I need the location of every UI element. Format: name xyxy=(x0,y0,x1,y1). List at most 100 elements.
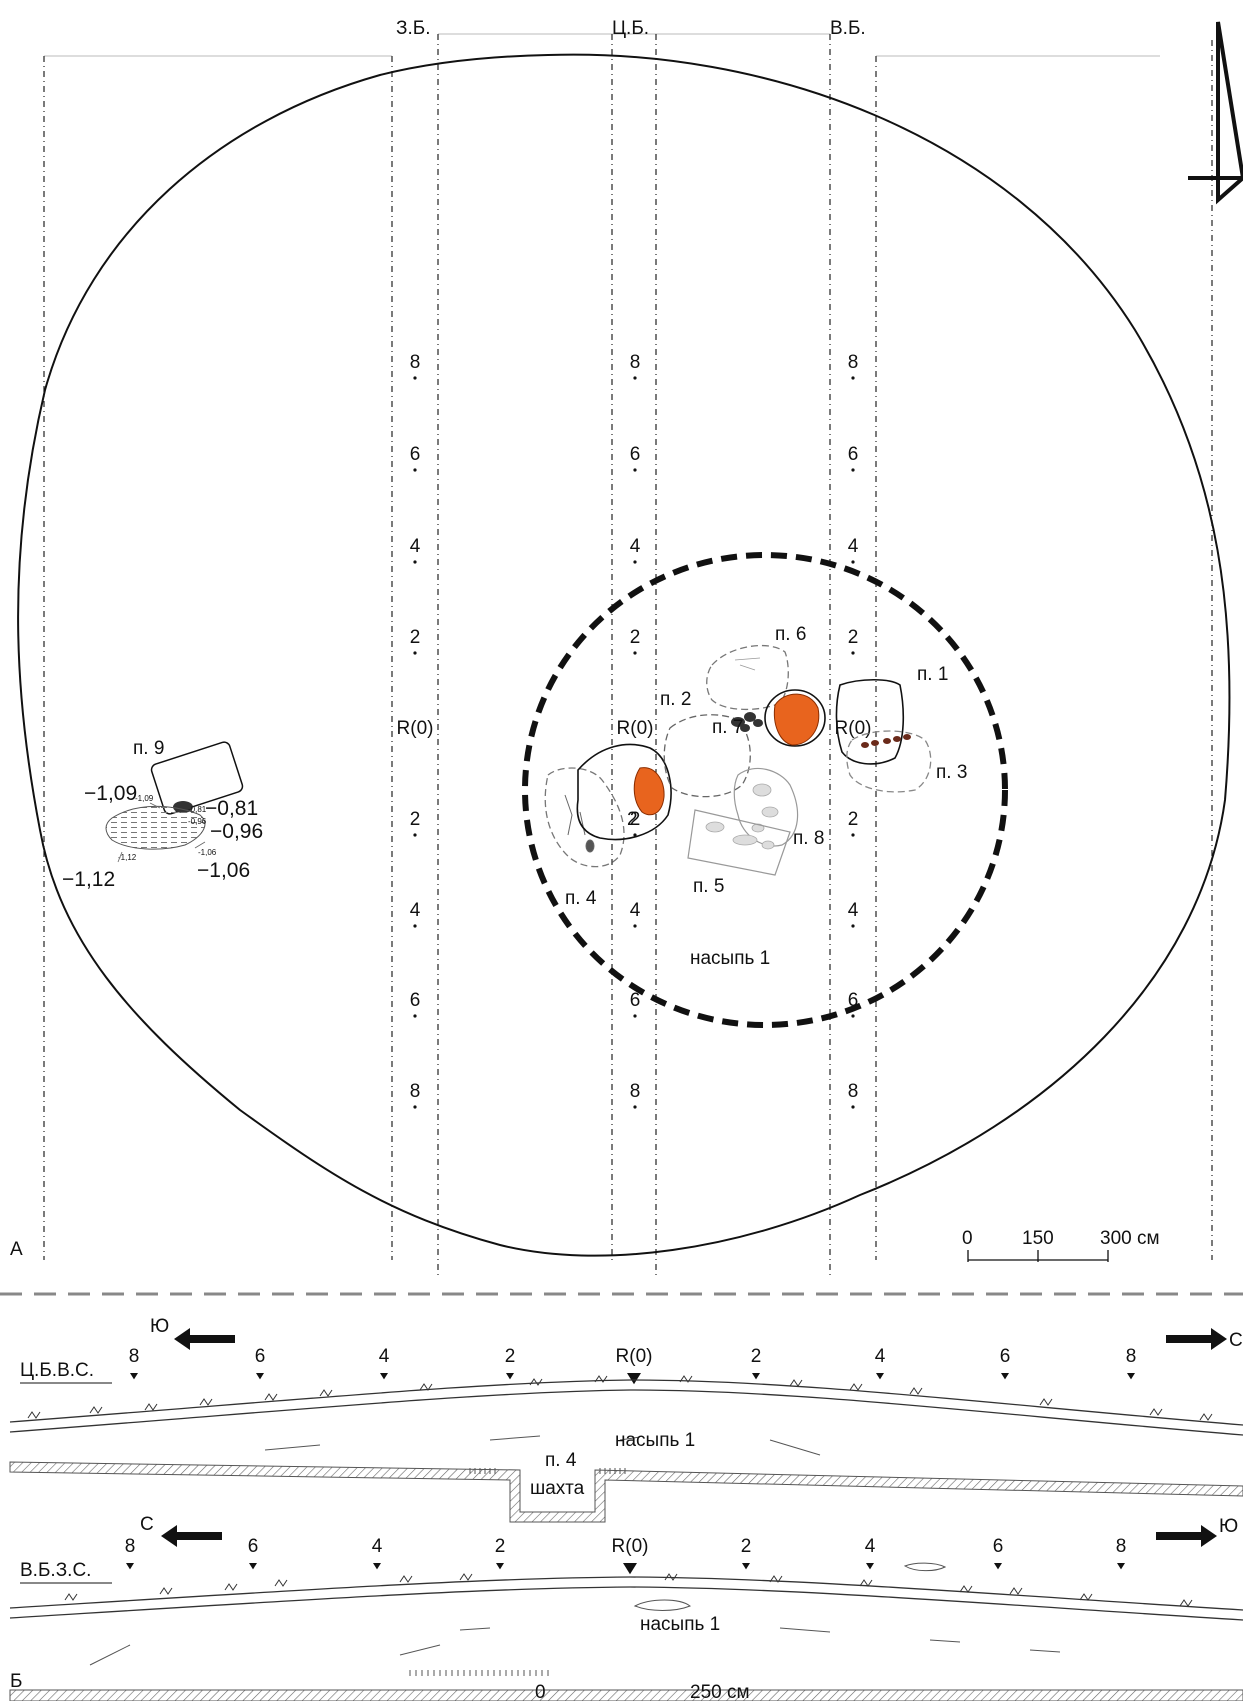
section-1-surface xyxy=(9,1379,1243,1426)
section-1-name: Ц.Б.В.С. xyxy=(20,1360,94,1381)
pit-9-depression xyxy=(105,805,206,850)
plan-tick-center-1: 6 xyxy=(630,444,641,465)
tiny-depth-109: -1,09 xyxy=(135,794,154,803)
plan-tick-east-6: 4 xyxy=(848,900,859,921)
tiny-depth-096: -0,96 xyxy=(188,817,207,826)
pit-1: п. 1 xyxy=(835,664,948,765)
section-2-tick-mark-1 xyxy=(249,1563,257,1570)
pit-2-number: 2 xyxy=(627,809,638,830)
depth-106: −1,06 xyxy=(197,859,250,882)
pit-5-outline xyxy=(687,809,791,876)
section-2-tick-4: R(0) xyxy=(612,1536,649,1557)
section-1-tick-mark-1 xyxy=(256,1373,264,1380)
pit-2-label: п. 2 xyxy=(660,689,691,710)
plan-tick-mark-center-2 xyxy=(633,560,637,564)
section-1-right-arrow: С xyxy=(1166,1328,1243,1351)
section-2-grass xyxy=(64,1573,1193,1607)
plan-tick-mark-east-1 xyxy=(851,468,855,472)
depth-081: −0,81 xyxy=(205,797,258,820)
section-1-right-direction: С xyxy=(1229,1330,1243,1351)
section-1-tick-mark-7 xyxy=(1001,1373,1009,1380)
section-scale: 0 250 см xyxy=(535,1682,750,1701)
pit-2-outline xyxy=(576,743,672,841)
pit-8-label: п. 8 xyxy=(793,828,824,849)
plan-tick-center-6: 4 xyxy=(630,900,641,921)
tiny-depth-112: -1,12 xyxy=(118,853,137,862)
plan-tick-west-7: 6 xyxy=(410,990,421,1011)
section-2-tick-2: 4 xyxy=(372,1536,383,1557)
sections-panel-label: Б xyxy=(10,1671,22,1692)
section-1-tick-1: 6 xyxy=(255,1346,266,1367)
section-1-tick-5: 2 xyxy=(751,1346,762,1367)
plan-tick-mark-west-5 xyxy=(413,833,417,837)
pit-3: п. 3 xyxy=(846,730,967,793)
plan-tick-mark-center-0 xyxy=(633,376,637,380)
section-1-tick-4: R(0) xyxy=(616,1346,653,1367)
pit-7-label: п. 7 xyxy=(712,717,743,738)
pit-8: п. 8 xyxy=(733,767,824,849)
plan-tick-mark-east-2 xyxy=(851,560,855,564)
depth-112: −1,12 xyxy=(62,868,115,891)
plan-tick-east-2: 4 xyxy=(848,536,859,557)
plan-panel-label: А xyxy=(10,1239,23,1260)
plan-tick-center-2: 4 xyxy=(630,536,641,557)
pit-5-label: п. 5 xyxy=(693,876,724,897)
plan-tick-mark-west-1 xyxy=(413,468,417,472)
section-1-tick-mark-2 xyxy=(380,1373,388,1380)
section-1-tick-mark-8 xyxy=(1127,1373,1135,1380)
plan-tick-west-5: 2 xyxy=(410,809,421,830)
plan-tick-east-5: 2 xyxy=(848,809,859,830)
plan-scale-bar: 0 150 300 см xyxy=(962,1228,1160,1262)
plan-tick-labels: 8 6 4 2 R(0) 2 4 6 8 8 6 4 2 R(0) 2 4 6 8 8 6 4 2 R(0) 2 4 6 8 xyxy=(397,352,872,1109)
plan-panel: З.Б. Ц.Б. В.Б. 8642R(0)24688642R(0)24688… xyxy=(10,18,1243,1276)
plan-tick-west-2: 4 xyxy=(410,536,421,557)
plan-tick-mark-center-8 xyxy=(633,1105,637,1109)
plan-tick-mark-east-0 xyxy=(851,376,855,380)
section-1: Ю С Ц.Б.В.С. 8 6 4 2 R(0) 2 4 6 8 xyxy=(9,1316,1243,1523)
section-1-tick-mark-0 xyxy=(130,1373,138,1380)
plan-tick-center-3: 2 xyxy=(630,627,641,648)
section-2-right-arrow: Ю xyxy=(1156,1516,1238,1547)
section-2-right-direction: Ю xyxy=(1219,1516,1238,1537)
section-2-tick-5: 2 xyxy=(741,1536,752,1557)
section-2-tick-7: 6 xyxy=(993,1536,1004,1557)
plan-tick-center-8: 8 xyxy=(630,1081,641,1102)
pit-7-outline xyxy=(764,689,826,747)
section-1-tick-3: 2 xyxy=(505,1346,516,1367)
plan-tick-east-3: 2 xyxy=(848,627,859,648)
plan-tick-west-0: 8 xyxy=(410,352,421,373)
section-2-tick-8: 8 xyxy=(1116,1536,1127,1557)
pit-6-label: п. 6 xyxy=(775,624,806,645)
section-2-surface xyxy=(9,1576,1243,1611)
section-2-name: В.Б.З.С. xyxy=(20,1560,91,1581)
plan-tick-east-4: R(0) xyxy=(835,718,872,739)
plan-tick-mark-center-5 xyxy=(633,833,637,837)
section-2: С Ю В.Б.З.С. 8 6 4 2 R(0) 2 4 6 8 xyxy=(9,1514,1243,1701)
plan-tick-west-1: 6 xyxy=(410,444,421,465)
section-1-surface-lower xyxy=(9,1389,1243,1436)
plan-tick-mark-west-6 xyxy=(413,924,417,928)
pit-3-label: п. 3 xyxy=(936,762,967,783)
section-2-tick-mark-7 xyxy=(994,1563,1002,1570)
plan-tick-mark-east-7 xyxy=(851,1014,855,1018)
section-2-left-arrow: С xyxy=(140,1514,222,1547)
tiny-depth-106: -1,06 xyxy=(198,848,217,857)
pit-9-label: п. 9 xyxy=(133,738,164,759)
section-2-surface-lower xyxy=(9,1586,1243,1621)
pit-1-outline xyxy=(835,678,905,765)
section-1-tick-6: 4 xyxy=(875,1346,886,1367)
section-2-tick-3: 2 xyxy=(495,1536,506,1557)
top-guides xyxy=(44,33,1160,57)
section-1-mound-label: насыпь 1 xyxy=(615,1430,695,1451)
plan-tick-mark-center-1 xyxy=(633,468,637,472)
plan-tick-mark-west-7 xyxy=(413,1014,417,1018)
section-scale-0: 0 xyxy=(535,1682,546,1701)
plan-tick-mark-west-8 xyxy=(413,1105,417,1109)
plan-tick-west-8: 8 xyxy=(410,1081,421,1102)
plan-tick-mark-west-0 xyxy=(413,376,417,380)
sections-panel: Ю С Ц.Б.В.С. 8 6 4 2 R(0) 2 4 6 8 xyxy=(9,1316,1243,1701)
pit-3-outline xyxy=(846,730,932,793)
section-1-tick-2: 4 xyxy=(379,1346,390,1367)
plan-tick-west-4: R(0) xyxy=(397,718,434,739)
plan-tick-east-0: 8 xyxy=(848,352,859,373)
